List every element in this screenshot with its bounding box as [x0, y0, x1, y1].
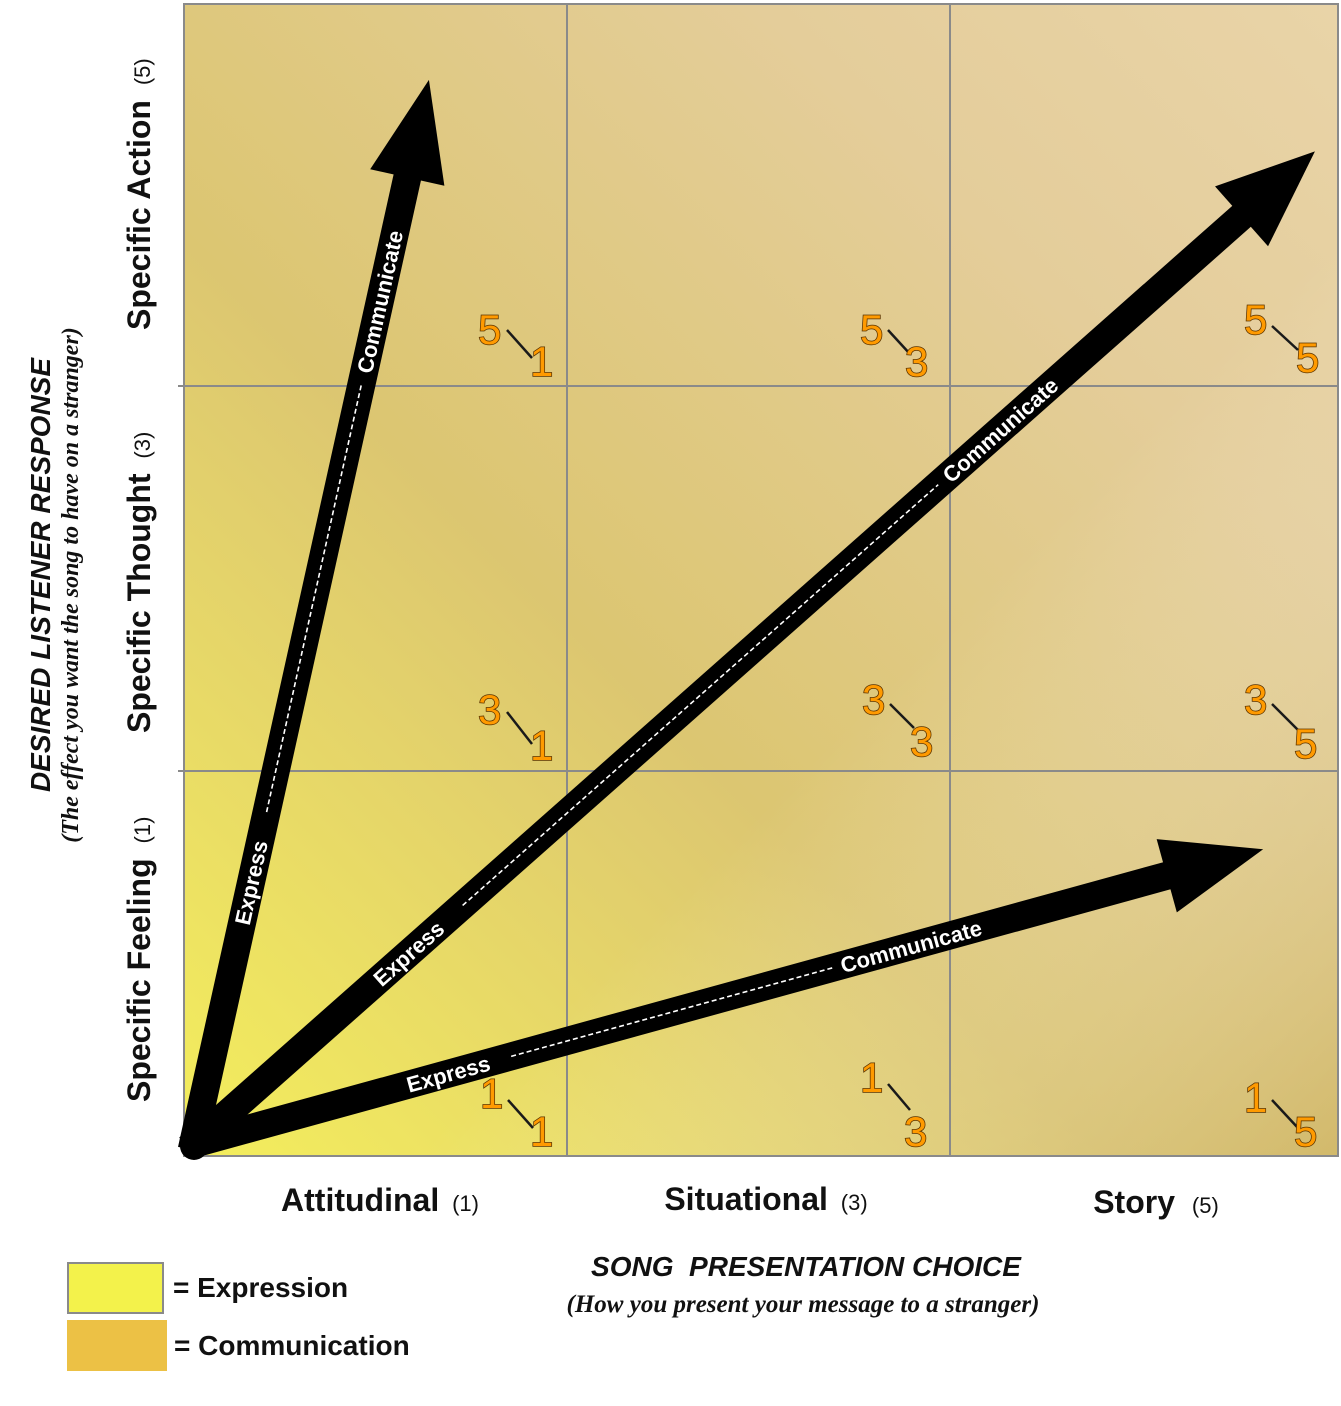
y-level-value: (5): [130, 58, 155, 85]
x-level-value: (3): [841, 1190, 868, 1215]
x-level-label: Situational (3): [664, 1181, 867, 1217]
y-level-label: Specific Feeling (1): [121, 817, 157, 1102]
y-axis-title: DESIRED LISTENER RESPONSE: [25, 357, 56, 792]
cell-bottom-number: 1: [530, 1108, 553, 1155]
cell-slash: [887, 1083, 911, 1111]
legend-swatch-communication: [67, 1320, 167, 1371]
arrow-head: [1156, 839, 1264, 913]
arrow-head: [1215, 151, 1315, 247]
plot-border: [183, 3, 1339, 1157]
cell-bottom-number: 1: [530, 722, 553, 769]
y-level-name: Specific Action: [121, 100, 157, 330]
legend-item-communication: = Communication: [67, 1320, 410, 1371]
y-axis-title-group: DESIRED LISTENER RESPONSE (The effect yo…: [25, 327, 84, 843]
y-level-name: Specific Thought: [121, 473, 157, 733]
y-axis-levels: Specific Feeling (1) Specific Thought (3…: [121, 58, 157, 1102]
legend-item-expression: = Expression: [67, 1262, 348, 1314]
y-level-label: Specific Thought (3): [121, 432, 157, 733]
y-level-value: (3): [130, 432, 155, 459]
cell-pair: 3 5: [1243, 675, 1318, 768]
legend-label-communication: = Communication: [174, 1330, 410, 1361]
legend-label-expression: = Expression: [173, 1272, 348, 1303]
cell-bottom-number: 3: [904, 1108, 927, 1155]
cell-pair: 3 3: [861, 675, 934, 766]
cell-top-number: 5: [1244, 296, 1267, 343]
cell-top-number: 5: [478, 306, 501, 353]
cell-top-number: 5: [860, 306, 883, 353]
x-axis-title: SONG PRESENTATION CHOICE: [591, 1251, 1022, 1282]
x-level-value: (5): [1192, 1193, 1219, 1218]
x-level-name: Story: [1093, 1184, 1175, 1220]
cell-pair: 1 3: [859, 1053, 928, 1156]
cell-bottom-number: 1: [530, 338, 553, 385]
arrow-dash-line: [462, 484, 939, 907]
cell-slash: [887, 329, 911, 355]
cell-top-number: 1: [860, 1054, 883, 1101]
arrow-origin: [180, 1132, 208, 1160]
x-level-label: Attitudinal (1): [281, 1182, 479, 1218]
arrow-head: [370, 79, 445, 186]
x-level-name: Situational: [664, 1181, 828, 1217]
x-axis-title-group: SONG PRESENTATION CHOICE (How you presen…: [567, 1251, 1040, 1318]
cell-top-number: 3: [862, 676, 885, 723]
x-level-name: Attitudinal: [281, 1182, 439, 1218]
cell-slash: [506, 711, 533, 745]
cell-pair: 5 5: [1243, 295, 1320, 382]
cell-slash: [1271, 325, 1299, 351]
cell-bottom-number: 5: [1296, 334, 1319, 381]
cell-pair: 5 1: [477, 305, 554, 386]
cell-top-number: 1: [1244, 1074, 1267, 1121]
arrow-dash-line: [265, 382, 363, 813]
y-level-label: Specific Action (5): [121, 58, 157, 330]
legend-swatch-expression: [67, 1262, 164, 1314]
cell-slash: [506, 329, 533, 359]
x-axis-subtitle: (How you present your message to a stran…: [567, 1291, 1040, 1318]
cell-top-number: 3: [478, 686, 501, 733]
x-level-label: Story (5): [1093, 1184, 1219, 1220]
cell-slash: [889, 703, 915, 729]
y-level-name: Specific Feeling: [121, 858, 157, 1102]
cell-pair: 5 3: [859, 305, 929, 386]
cell-top-number: 3: [1244, 676, 1267, 723]
y-level-value: (1): [130, 817, 155, 844]
x-level-value: (1): [452, 1191, 479, 1216]
cell-numbers: 5 1 5 3 5 5 3 1 3 3 3 5 1: [477, 295, 1320, 1156]
x-axis-levels: Attitudinal (1) Situational (3) Story (5…: [281, 1181, 1219, 1220]
cell-bottom-number: 3: [910, 718, 933, 765]
cell-bottom-number: 5: [1294, 720, 1317, 767]
cell-slash: [1271, 703, 1299, 731]
cell-pair: 3 1: [477, 685, 554, 770]
cell-bottom-number: 3: [905, 338, 928, 385]
cell-slash: [1271, 1099, 1299, 1129]
legend: = Expression = Communication: [67, 1262, 410, 1371]
cell-slash: [507, 1099, 534, 1129]
cell-pair: 1 1: [479, 1069, 554, 1156]
cell-pair: 1 5: [1243, 1073, 1318, 1156]
cell-bottom-number: 5: [1294, 1108, 1317, 1155]
y-axis-subtitle: (The effect you want the song to have on…: [58, 327, 84, 843]
